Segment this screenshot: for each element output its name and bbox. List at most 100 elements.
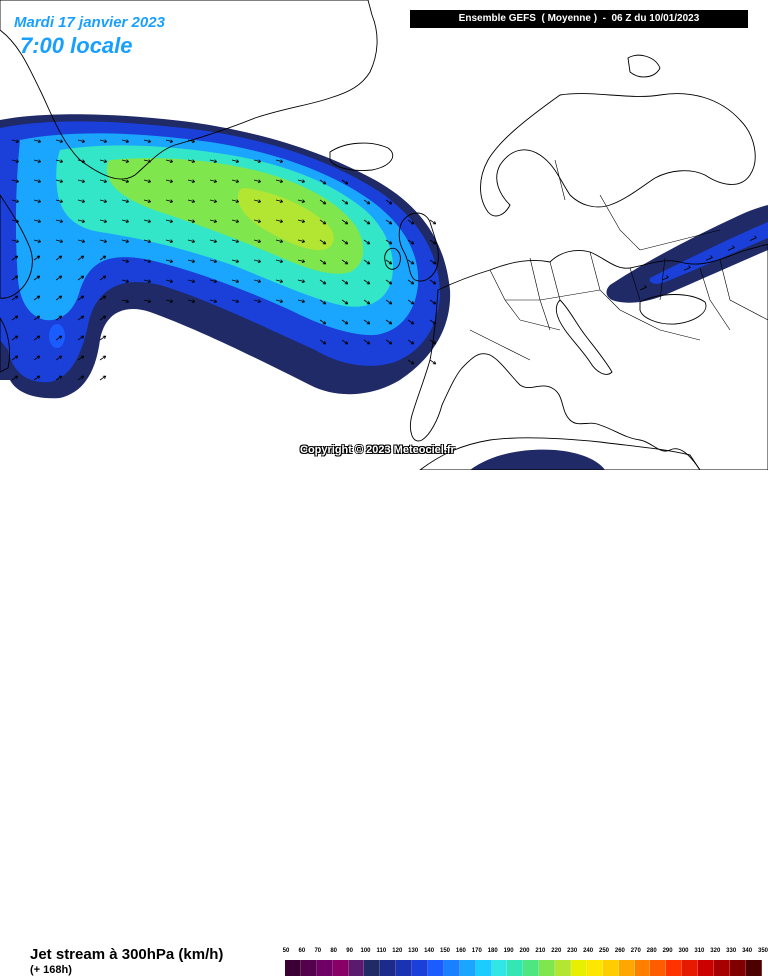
wind-arrow (99, 315, 107, 321)
wind-arrow (407, 279, 415, 285)
legend-tick-label: 200 (519, 948, 530, 954)
legend-tick-label: 230 (567, 948, 578, 954)
legend-color-swatch (443, 960, 460, 976)
model-run-banner: Ensemble GEFS ( Moyenne ) - 06 Z du 10/0… (410, 10, 748, 28)
legend-color-swatch (555, 960, 572, 976)
wind-arrow (121, 159, 130, 163)
legend-color-swatch (729, 960, 746, 976)
wind-arrow (99, 159, 108, 163)
wind-arrow (121, 299, 130, 303)
legend-tick-label: 330 (726, 948, 737, 954)
wind-band-east-europe (606, 205, 768, 303)
wind-arrow (319, 339, 327, 345)
legend-swatches (285, 960, 762, 976)
wind-arrow (165, 139, 174, 143)
wind-arrow (253, 299, 262, 303)
legend-color-swatch (332, 960, 349, 976)
wind-arrow (385, 259, 393, 265)
wind-arrow (11, 275, 19, 281)
wind-arrow (55, 255, 63, 261)
wind-arrow (407, 219, 415, 225)
wind-arrow (341, 299, 349, 305)
wind-arrow (77, 219, 86, 223)
wind-arrow (143, 139, 152, 143)
wind-arrow (319, 279, 327, 285)
wind-arrow (275, 279, 284, 283)
wind-arrow (297, 299, 306, 303)
wind-arrow (33, 179, 42, 183)
legend-color-swatch (602, 960, 619, 976)
wind-arrow (143, 259, 152, 263)
legend-color-swatch (634, 960, 651, 976)
wind-arrow (341, 199, 349, 205)
wind-arrow (319, 319, 327, 325)
wind-arrow (275, 179, 284, 183)
wind-arrow (363, 299, 371, 305)
wind-arrow (683, 265, 691, 271)
wind-arrow (165, 299, 174, 303)
europe-coast (410, 243, 768, 470)
wind-arrow (11, 139, 20, 143)
legend-tick-label: 270 (630, 948, 641, 954)
wind-arrow (33, 255, 41, 261)
wind-arrow (297, 179, 306, 183)
wind-arrow (429, 339, 437, 345)
wind-arrow (363, 279, 371, 285)
wind-arrow (319, 199, 327, 205)
wind-arrow (319, 179, 327, 185)
wind-arrow (121, 179, 130, 183)
wind-arrow (231, 179, 240, 183)
wind-arrow (11, 159, 20, 163)
legend-tick-label: 110 (376, 948, 387, 954)
wind-arrow (275, 219, 284, 223)
wind-arrow (55, 219, 64, 223)
legend-tick-label: 70 (314, 948, 322, 954)
wind-arrow (121, 219, 130, 223)
wind-arrow (55, 355, 63, 361)
wind-arrow (253, 259, 262, 263)
wind-arrow (275, 259, 284, 263)
legend-color-swatch (650, 960, 667, 976)
wind-arrow (11, 239, 20, 243)
wind-arrow (11, 179, 20, 183)
wind-arrow (165, 239, 174, 243)
wind-arrow (33, 219, 42, 223)
wind-arrow (385, 319, 393, 325)
jet-core-shading (0, 114, 768, 470)
wind-arrow (99, 179, 108, 183)
wind-arrow (33, 199, 42, 203)
wind-arrow (231, 159, 240, 163)
legend-color-swatch (698, 960, 715, 976)
wind-arrow (319, 259, 327, 265)
wind-arrow (121, 279, 130, 283)
wind-arrow (187, 179, 196, 183)
wind-arrow (385, 279, 393, 285)
wind-arrow (341, 259, 349, 265)
wind-arrow (187, 139, 196, 143)
wind-arrow (121, 199, 130, 203)
wind-arrow (99, 239, 108, 243)
wind-arrow (77, 335, 85, 341)
wind-arrow (253, 279, 262, 283)
wind-arrow (143, 199, 152, 203)
wind-arrow (143, 239, 152, 243)
wind-arrow (319, 219, 327, 225)
legend-tick-label: 190 (503, 948, 514, 954)
wind-arrow (429, 299, 437, 305)
wind-arrow (33, 139, 42, 143)
wind-arrow (275, 199, 284, 203)
wind-arrow (363, 319, 371, 325)
legend-color-swatch (682, 960, 699, 976)
wind-arrow (341, 279, 349, 285)
scandinavia-coast (480, 93, 756, 217)
legend-tick-label: 60 (298, 948, 306, 954)
legend-color-swatch (428, 960, 444, 976)
wind-arrow (33, 315, 41, 321)
north-africa-coast (419, 437, 701, 470)
wind-arrow (385, 199, 393, 205)
wind-arrow (11, 315, 19, 321)
wind-arrow (209, 299, 218, 303)
legend-tick-label: 350 (757, 948, 768, 954)
legend-tick-label: 220 (551, 948, 562, 954)
wind-arrow (275, 159, 284, 163)
